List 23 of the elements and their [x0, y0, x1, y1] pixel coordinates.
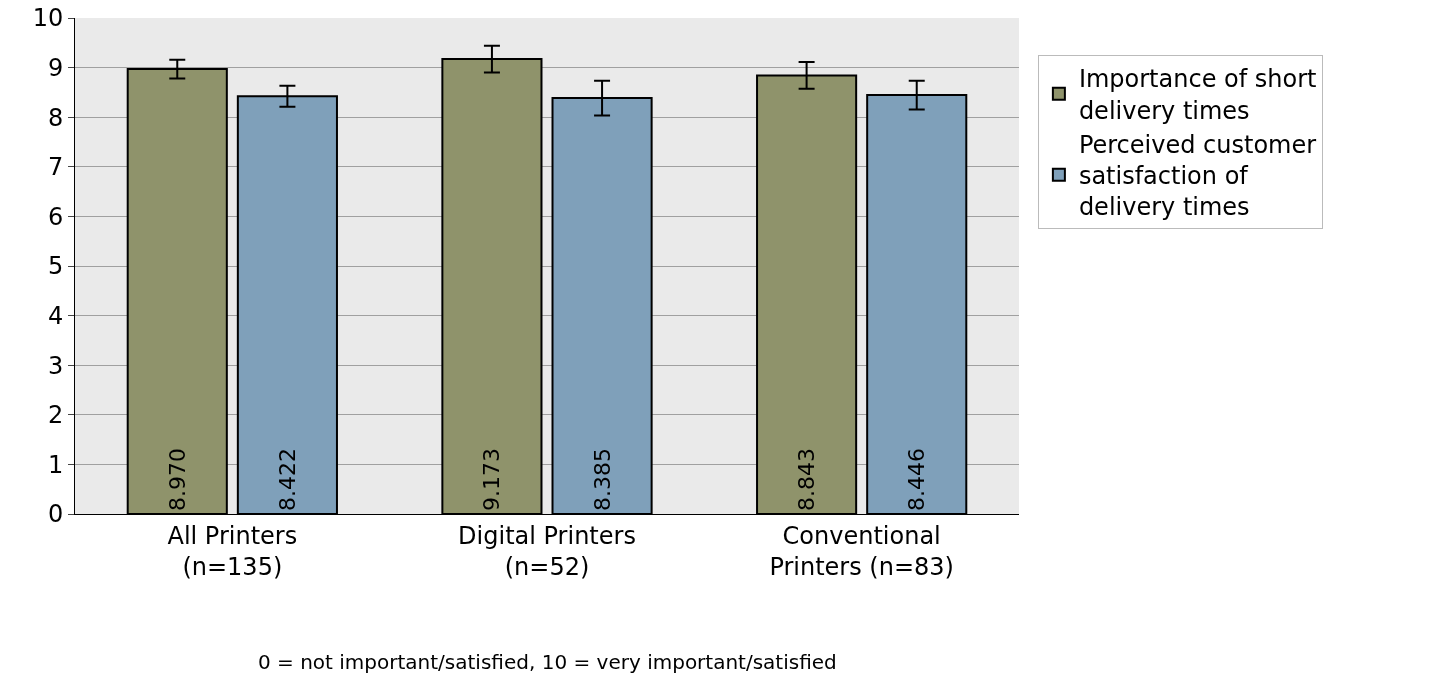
y-tick-label: 6 [47, 202, 64, 231]
y-tick-label: 2 [47, 401, 64, 430]
data-label: 8.446 [904, 448, 930, 511]
x-tick-label: Conventional Printers (n=83) [769, 521, 954, 581]
y-tick-label: 1 [47, 450, 64, 479]
text: 0 = not important/satisfied, 10 = very important/satisfied [258, 650, 837, 674]
y-tick-label: 3 [47, 351, 64, 380]
data-label: 9.173 [479, 448, 505, 511]
data-label: 8.385 [589, 448, 615, 511]
x-tick-label: Digital Printers (n=52) [458, 521, 636, 581]
y-tick-label: 4 [47, 302, 64, 330]
y-tick-label: 10 [32, 4, 64, 33]
y-tick-label: 9 [47, 54, 64, 82]
y-tick-label: 8 [47, 103, 64, 132]
y-tick-label: 5 [47, 252, 64, 281]
data-label: 8.422 [274, 448, 300, 511]
legend-label: Perceived customer satisfaction of delivery times [1078, 130, 1317, 222]
y-tick-label: 7 [47, 153, 64, 182]
x-tick-label: All Printers (n=135) [167, 521, 298, 581]
data-label: 8.843 [794, 448, 820, 511]
legend-label: Importance of short delivery times [1078, 65, 1317, 125]
y-tick-label: 0 [47, 500, 64, 529]
data-label: 8.970 [164, 448, 190, 511]
